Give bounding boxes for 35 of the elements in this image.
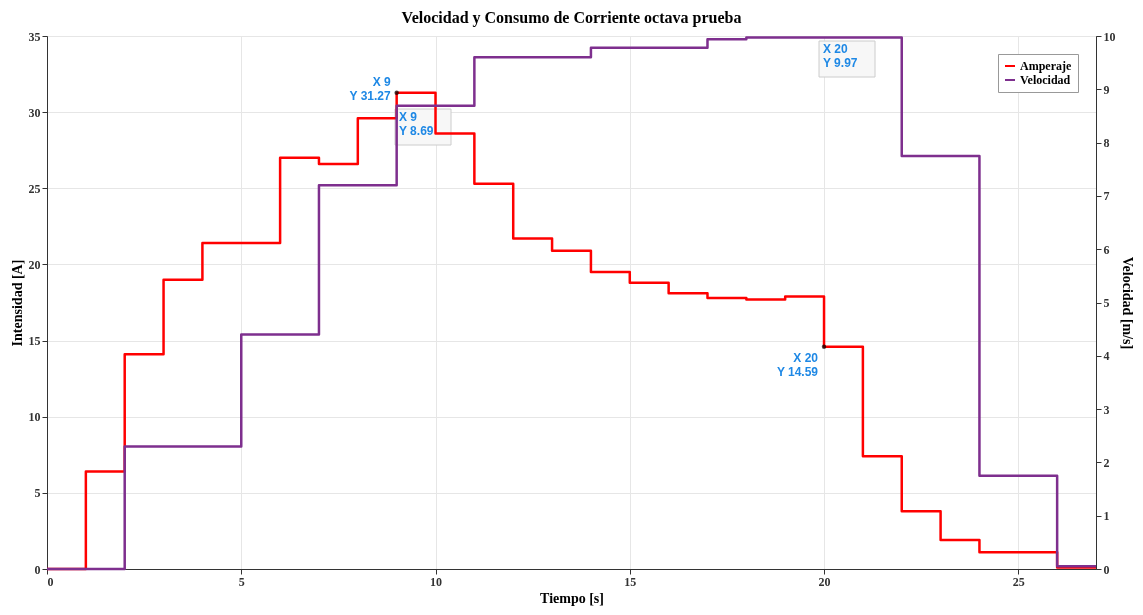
y2-tick-label: 4 [1103, 349, 1110, 364]
chart-title: Velocidad y Consumo de Corriente octava prueba [401, 9, 742, 27]
y2-axis-title: Velocidad [m/s] [1119, 256, 1135, 350]
x-tick-label: 20 [818, 574, 831, 589]
y-axis-title: Intensidad [A] [9, 259, 25, 347]
x-axis-title: Tiempo [s] [540, 590, 604, 606]
y-tick-label: 20 [28, 257, 41, 272]
y-tick-label: 30 [28, 105, 41, 120]
annotation: X 9 Y 8.69 [399, 110, 434, 138]
y-tick-label: 35 [28, 29, 41, 44]
y-tick-label: 15 [28, 334, 41, 349]
y-tick-label: 10 [28, 410, 41, 425]
x-tick-label: 25 [1012, 574, 1025, 589]
y2-tick-label: 8 [1103, 136, 1110, 151]
y2-tick-label: 9 [1103, 82, 1110, 97]
legend-label: Amperaje [1020, 59, 1072, 73]
x-tick-label: 5 [238, 574, 245, 589]
y2-tick-label: 6 [1103, 242, 1110, 257]
y2-tick-label: 0 [1103, 562, 1110, 577]
y2-tick-label: 3 [1103, 402, 1110, 417]
annotation: X 20 Y 9.97 [823, 42, 858, 70]
annotation: X 20 Y 14.59 [776, 350, 819, 379]
y2-tick-label: 7 [1103, 189, 1110, 204]
y-tick-label: 0 [34, 562, 41, 577]
x-tick-label: 15 [624, 574, 637, 589]
y2-tick-label: 5 [1103, 296, 1110, 310]
annotation: X 9 Y 31.27 [349, 74, 391, 103]
x-tick-label: 0 [47, 574, 54, 589]
y-tick-label: 5 [34, 486, 41, 501]
y2-tick-label: 10 [1103, 29, 1116, 44]
y-tick-label: 25 [28, 181, 41, 196]
legend-label: Velocidad [1020, 73, 1071, 87]
x-tick-label: 10 [430, 574, 443, 589]
y2-tick-label: 1 [1103, 509, 1110, 524]
y2-tick-label: 2 [1103, 455, 1110, 470]
